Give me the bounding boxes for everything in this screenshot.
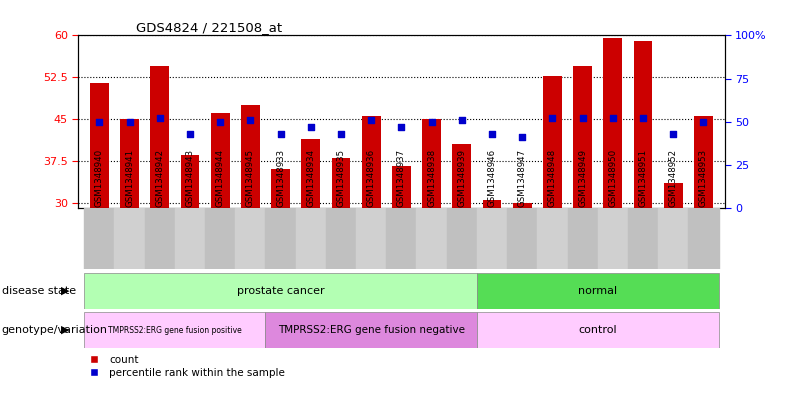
Bar <box>417 208 447 269</box>
Bar <box>477 208 507 269</box>
Bar <box>483 200 501 208</box>
Bar <box>296 208 326 269</box>
Point <box>606 115 619 121</box>
Bar <box>211 114 230 208</box>
Bar <box>85 273 477 309</box>
Bar <box>332 158 350 208</box>
Bar <box>513 203 531 208</box>
Bar <box>386 208 417 269</box>
Point <box>244 117 257 123</box>
Bar <box>658 208 689 269</box>
Text: GDS4824 / 221508_at: GDS4824 / 221508_at <box>136 21 282 34</box>
Bar <box>266 208 296 269</box>
Bar <box>361 116 381 208</box>
Point <box>93 119 105 125</box>
Bar <box>144 208 175 269</box>
Text: TMPRSS2:ERG gene fusion positive: TMPRSS2:ERG gene fusion positive <box>108 326 242 334</box>
Point <box>365 117 377 123</box>
Text: genotype/variation: genotype/variation <box>2 325 108 335</box>
Bar <box>477 312 718 348</box>
Point <box>275 131 287 137</box>
Point <box>395 124 408 130</box>
Text: ▶: ▶ <box>61 325 69 335</box>
Bar <box>326 208 356 269</box>
Point <box>425 119 438 125</box>
Bar <box>271 169 290 208</box>
Point <box>516 134 528 141</box>
Bar <box>241 105 259 208</box>
Point <box>637 115 650 121</box>
Point <box>184 131 196 137</box>
Bar <box>422 119 441 208</box>
Bar <box>664 183 682 208</box>
Point <box>214 119 227 125</box>
Bar <box>628 208 658 269</box>
Point <box>486 131 499 137</box>
Text: control: control <box>579 325 617 335</box>
Bar <box>452 144 471 208</box>
Bar <box>689 208 718 269</box>
Bar <box>573 66 592 208</box>
Bar <box>85 312 266 348</box>
Bar <box>302 139 320 208</box>
Bar <box>567 208 598 269</box>
Text: TMPRSS2:ERG gene fusion negative: TMPRSS2:ERG gene fusion negative <box>278 325 464 335</box>
Point <box>334 131 347 137</box>
Bar <box>694 116 713 208</box>
Legend: count, percentile rank within the sample: count, percentile rank within the sample <box>84 355 286 378</box>
Bar <box>634 41 653 208</box>
Bar <box>90 83 109 208</box>
Bar <box>85 208 114 269</box>
Text: disease state: disease state <box>2 286 76 296</box>
Bar <box>603 38 622 208</box>
Point <box>304 124 317 130</box>
Point <box>153 115 166 121</box>
Bar <box>543 75 562 208</box>
Bar <box>507 208 537 269</box>
Bar <box>537 208 567 269</box>
Bar <box>150 66 169 208</box>
Bar <box>120 119 139 208</box>
Point <box>697 119 710 125</box>
Point <box>546 115 559 121</box>
Bar <box>205 208 235 269</box>
Text: prostate cancer: prostate cancer <box>237 286 325 296</box>
Bar <box>266 312 477 348</box>
Bar <box>235 208 266 269</box>
Bar <box>175 208 205 269</box>
Bar <box>114 208 144 269</box>
Bar <box>598 208 628 269</box>
Text: ▶: ▶ <box>61 286 69 296</box>
Point <box>123 119 136 125</box>
Point <box>667 131 680 137</box>
Point <box>576 115 589 121</box>
Bar <box>392 167 411 208</box>
Text: normal: normal <box>579 286 618 296</box>
Bar <box>477 273 718 309</box>
Point <box>456 117 468 123</box>
Bar <box>447 208 477 269</box>
Bar <box>356 208 386 269</box>
Bar <box>180 155 200 208</box>
